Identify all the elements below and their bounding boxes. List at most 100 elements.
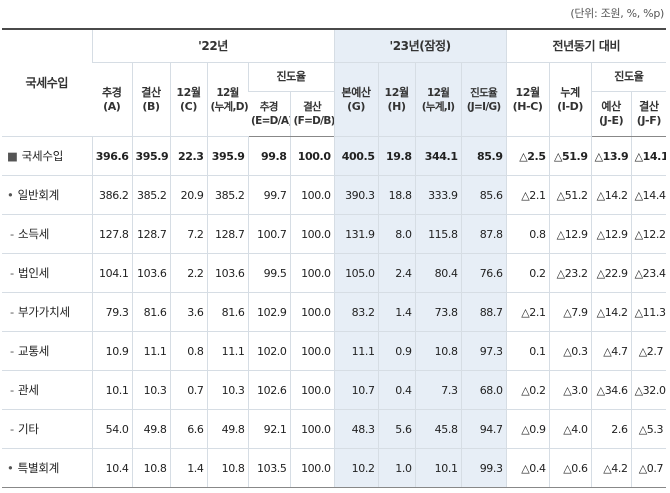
table-cell: 99.3 (460, 448, 507, 488)
col-header-c1: 추경 (A) (92, 62, 132, 137)
col-header-c3: 12월 (C) (169, 62, 207, 137)
table-cell: △4.2 (590, 448, 632, 488)
table-cell: △0.6 (548, 448, 592, 488)
table-cell: 68.0 (460, 370, 507, 410)
table-row: - 관세 10.1 10.3 0.7 10.3 102.6 100.0 10.7 0.4 7.3 68… (2, 370, 667, 410)
table-cell: △2.1 (505, 175, 550, 215)
table-cell: 10.8 (414, 331, 462, 371)
row-label-text: 부가가치세 (17, 305, 70, 319)
group-header-yoy: 전년동기 대비 (505, 28, 667, 63)
table-cell: 99.7 (247, 175, 290, 215)
table-cell: 105.0 (333, 253, 379, 293)
table-cell: 115.8 (414, 214, 462, 254)
table-cell: 11.1 (333, 331, 379, 371)
table-cell: 1.0 (377, 448, 416, 488)
table-cell: 128.7 (206, 214, 248, 254)
table-cell: 10.1 (91, 370, 132, 410)
table-cell: △14.1 (630, 136, 667, 176)
row-bullet: - (10, 422, 14, 436)
table-cell: 102.0 (247, 331, 290, 371)
table-cell: 10.8 (131, 448, 170, 488)
table-cell: 0.8 (505, 214, 550, 254)
table-cell: 0.1 (505, 331, 550, 371)
table-cell: 48.3 (333, 409, 379, 449)
table-cell: 100.0 (289, 292, 335, 332)
table-cell: 94.7 (460, 409, 507, 449)
row-label-text: 소득세 (17, 227, 50, 241)
table-row: - 부가가치세 79.3 81.6 3.6 81.6 102.9 100.0 83.2 1.4 73… (2, 292, 667, 332)
table-row: - 교통세 10.9 11.1 0.8 11.1 102.0 100.0 11.1 0.9 10.8… (2, 331, 667, 371)
table-cell: 0.4 (377, 370, 416, 410)
table-cell: 49.8 (131, 409, 170, 449)
col-header-c6: 결산 (F=D/B) (289, 91, 335, 137)
table-row: - 법인세 104.1 103.6 2.2 103.6 99.5 100.0 105.0 2.4 8… (2, 253, 667, 293)
table-cell: 103.6 (131, 253, 170, 293)
table-cell: 2.2 (169, 253, 207, 293)
table-row: - 소득세 127.8 128.7 7.2 128.7 100.7 100.0 131.9 8.0… (2, 214, 667, 254)
unit-note: (단위: 조원, %, %p) (570, 7, 664, 20)
table-cell: △4.7 (590, 331, 632, 371)
table-cell: △3.0 (548, 370, 592, 410)
table-cell: 10.4 (91, 448, 132, 488)
row-label: • 특별회계 (2, 448, 92, 488)
table-cell: 396.6 (91, 136, 132, 176)
row-label: - 부가가치세 (2, 292, 92, 332)
table-cell: 85.9 (460, 136, 507, 176)
row-bullet: - (10, 383, 14, 397)
table-cell: 100.0 (289, 214, 335, 254)
table-cell: 92.1 (247, 409, 290, 449)
col-header-c11: 12월 (H-C) (505, 62, 550, 137)
col-header-c14: 결산 (J-F) (630, 91, 667, 137)
table-cell: 81.6 (131, 292, 170, 332)
table-cell: 103.5 (247, 448, 290, 488)
table-cell: 333.9 (414, 175, 462, 215)
table-cell: 10.2 (333, 448, 379, 488)
table-cell: 103.6 (206, 253, 248, 293)
table-cell: 7.2 (169, 214, 207, 254)
table-cell: 0.7 (169, 370, 207, 410)
table-cell: 128.7 (131, 214, 170, 254)
table-cell: 100.0 (289, 409, 335, 449)
table-cell: 10.3 (131, 370, 170, 410)
table-cell: 5.6 (377, 409, 416, 449)
table-cell: 80.4 (414, 253, 462, 293)
col-header-c12: 누계 (I-D) (548, 62, 592, 137)
progress-header-yoy: 진도율 (590, 62, 667, 92)
table-cell: △0.4 (505, 448, 550, 488)
table-cell: 400.5 (333, 136, 379, 176)
table-cell: △12.9 (548, 214, 592, 254)
row-label-text: 국세수입 (21, 149, 64, 163)
table-cell: 19.8 (377, 136, 416, 176)
group-header-2023: '23년(잠정) (333, 28, 507, 63)
row-bullet: ■ (7, 149, 18, 163)
col-header-c10: 진도율 (J=I/G) (460, 62, 507, 137)
table-cell: △22.9 (590, 253, 632, 293)
table-cell: 385.2 (131, 175, 170, 215)
table-cell: 83.2 (333, 292, 379, 332)
progress-header-2022: 진도율 (247, 62, 335, 92)
row-bullet: - (10, 305, 14, 319)
table-cell: 79.3 (91, 292, 132, 332)
table-cell: △0.9 (505, 409, 550, 449)
tax-revenue-table: 국세수입 '22년 '23년(잠정) 전년동기 대비 추경 (A) 결산 (B) 1… (2, 28, 667, 488)
col-header-c4: 12월 (누계,D) (206, 62, 248, 137)
table-cell: 100.0 (289, 136, 335, 176)
table-row: • 일반회계 386.2 385.2 20.9 385.2 99.7 100.0 390.3 18… (2, 175, 667, 215)
table-cell: 99.8 (247, 136, 290, 176)
row-label-text: 기타 (17, 422, 39, 436)
table-cell: 390.3 (333, 175, 379, 215)
table-cell: 1.4 (377, 292, 416, 332)
col-header-c8: 12월 (H) (377, 62, 416, 137)
table-cell: 20.9 (169, 175, 207, 215)
table-cell: 10.8 (206, 448, 248, 488)
table-cell: 0.8 (169, 331, 207, 371)
table-cell: 102.9 (247, 292, 290, 332)
table-cell: 395.9 (206, 136, 248, 176)
table-cell: 2.6 (590, 409, 632, 449)
table-cell: 11.1 (206, 331, 248, 371)
row-bullet: - (10, 344, 14, 358)
table-cell: 11.1 (131, 331, 170, 371)
table-cell: △7.9 (548, 292, 592, 332)
table-cell: 87.8 (460, 214, 507, 254)
table-cell: 385.2 (206, 175, 248, 215)
